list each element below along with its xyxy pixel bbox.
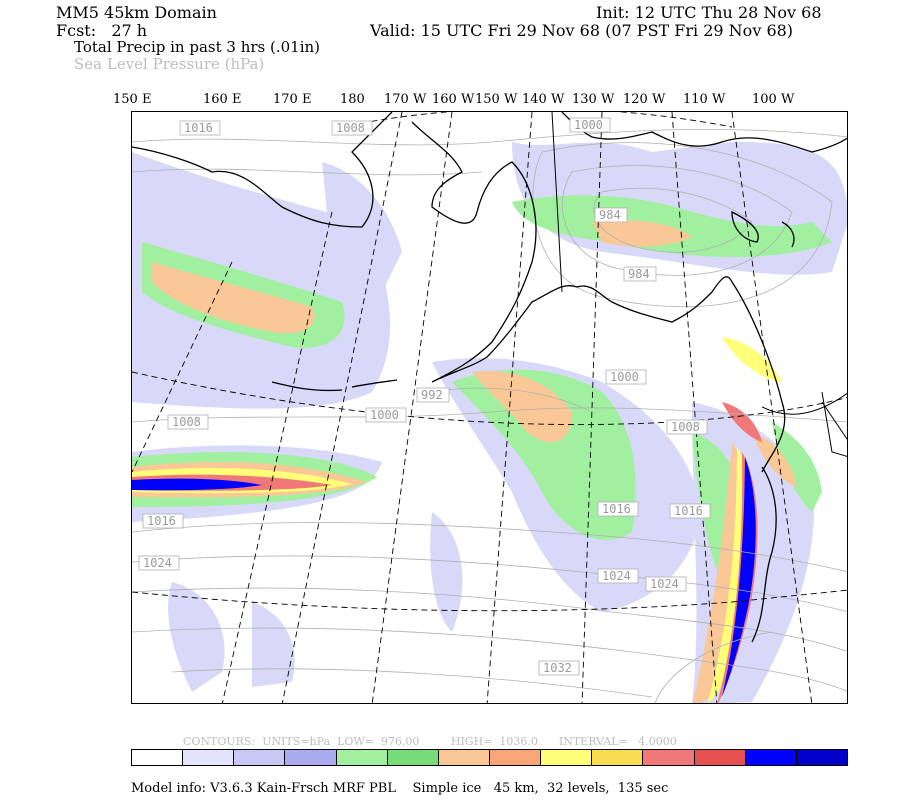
isobar-label: 1000 [370,408,399,422]
colorbar-swatch [132,750,184,765]
lon-label: 110 W [683,92,726,107]
lon-label: 160 E [203,92,242,107]
pressure-labels: 1016 1008 1000 984 984 1000 1008 992 100… [138,117,711,676]
isobar-label: 1016 [147,514,176,528]
precip-colorbar [131,749,848,766]
colorbar-swatch [489,750,542,765]
valid-time: Valid: 15 UTC Fri 29 Nov 68 (07 PST Fri … [370,21,794,40]
colorbar-swatch [183,750,235,765]
isobar-label: 984 [628,267,650,281]
init-time: Init: 12 UTC Thu 28 Nov 68 [596,3,822,22]
colorbar-swatch [387,750,439,765]
isobar-label: 1016 [184,121,213,135]
lon-label: 170 E [273,92,312,107]
isobar-label: 1008 [336,121,365,135]
colorbar-swatch [745,750,797,765]
isobar-label: 992 [421,388,443,402]
isobar-label: 1024 [143,556,172,570]
isobar-label: 1024 [602,569,631,583]
lon-label: 180 [340,92,365,107]
coastlines [132,112,847,643]
graticule [132,112,847,703]
colorbar-swatch [438,750,490,765]
isobar-label: 1000 [574,118,603,132]
isobar-label: 1008 [671,420,700,434]
isobar-label: 1000 [610,370,639,384]
lon-label: 140 W [522,92,565,107]
contour-info: CONTOURS: UNITS=hPa LOW= 976.00 HIGH= 10… [183,735,677,748]
isobar-label: 1008 [172,415,201,429]
lon-label: 130 W [572,92,615,107]
isobar-label: 1024 [650,577,679,591]
precip-max [132,457,756,697]
colorbar-swatch [336,750,388,765]
colorbar-swatch [643,750,695,765]
model-domain-title: MM5 45km Domain [56,3,217,22]
isobars [132,128,847,703]
isobar-label: 1016 [674,504,703,518]
lon-label: 170 W [384,92,427,107]
model-info: Model info: V3.6.3 Kain-Frsch MRF PBL Si… [131,781,669,796]
forecast-hour: Fcst: 27 h [56,21,148,40]
colorbar-swatch [285,750,337,765]
lon-label: 160 W [432,92,475,107]
isobar-label: 1032 [543,661,572,675]
lon-label: 150 E [113,92,152,107]
colorbar-swatch [541,750,593,765]
colorbar-swatch [694,750,746,765]
lon-label: 100 W [752,92,795,107]
isobar-label: 984 [599,208,621,222]
colorbar-swatch [592,750,644,765]
boundaries [551,112,847,457]
field-slp-title: Sea Level Pressure (hPa) [74,55,265,73]
lon-label: 150 W [475,92,518,107]
field-precip-title: Total Precip in past 3 hrs (.01in) [74,38,321,56]
map-canvas: 1016 1008 1000 984 984 1000 1008 992 100… [132,112,847,703]
colorbar-swatch [234,750,286,765]
forecast-map: 1016 1008 1000 984 984 1000 1008 992 100… [131,111,848,704]
lon-label: 120 W [623,92,666,107]
isobar-label: 1016 [602,502,631,516]
colorbar-swatch [796,750,847,765]
